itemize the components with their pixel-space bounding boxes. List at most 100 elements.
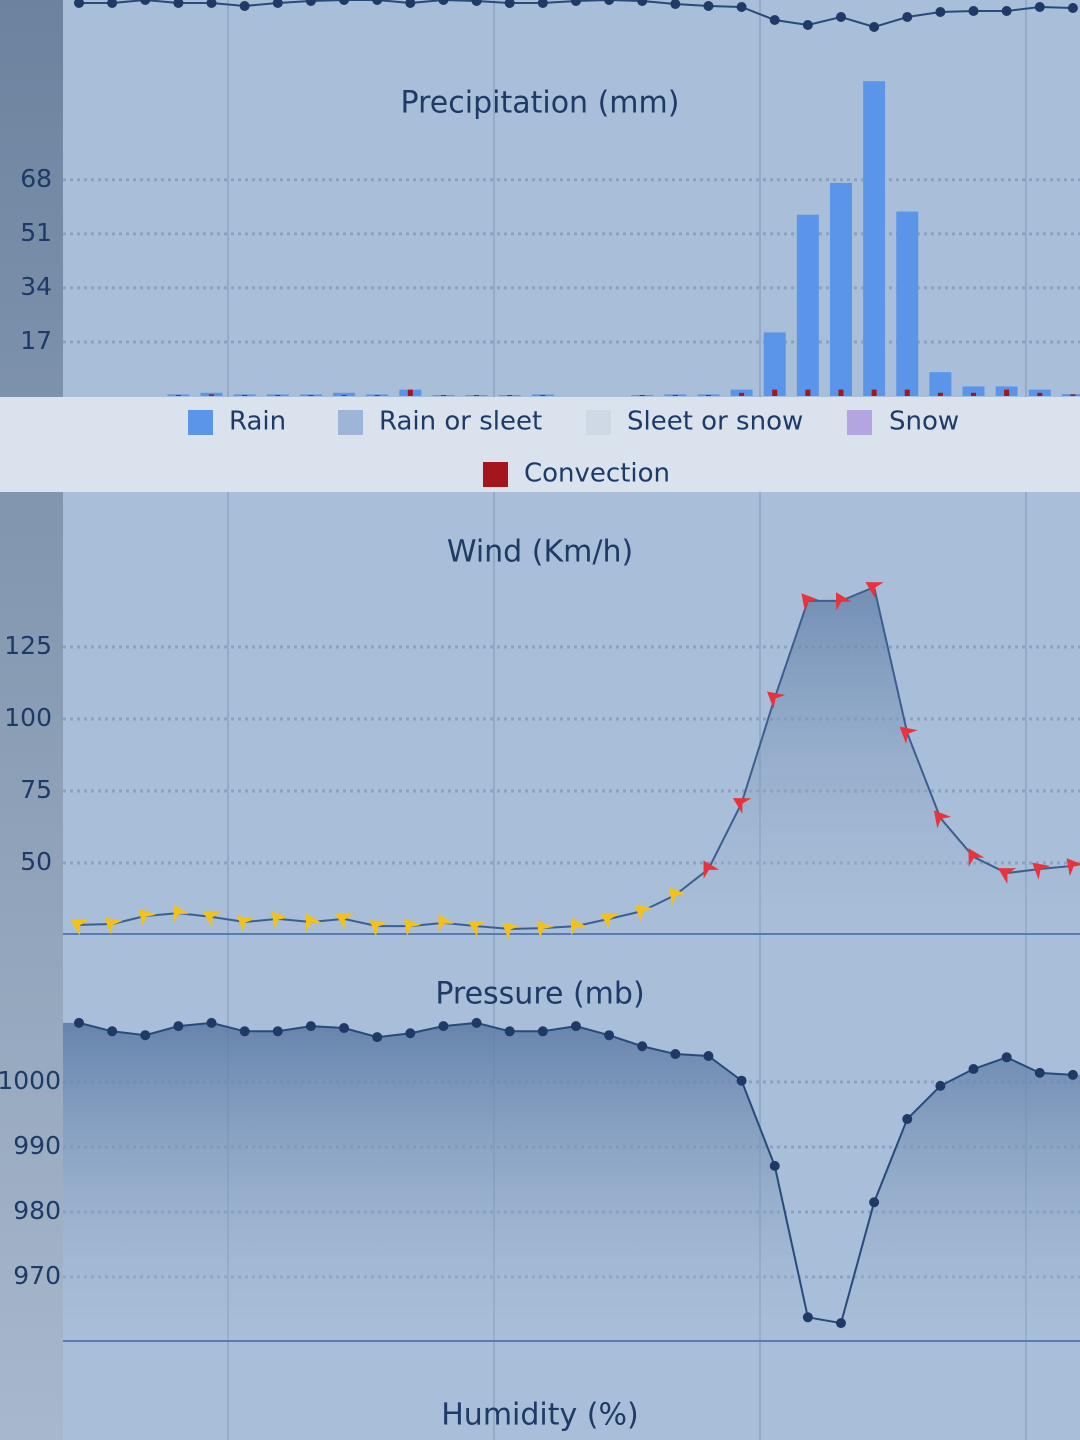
bar [209, 394, 215, 396]
wind-marker [600, 913, 619, 930]
wind-marker [70, 919, 89, 936]
wind-marker [968, 848, 985, 867]
bar [507, 395, 513, 396]
point [339, 1023, 350, 1034]
point [604, 1030, 615, 1041]
bar [1004, 389, 1010, 396]
bar [407, 389, 413, 396]
point [537, 1026, 548, 1037]
wind-marker [1032, 862, 1051, 880]
legend-swatch [188, 410, 213, 435]
point [570, 0, 581, 6]
bar [1070, 394, 1076, 396]
wind-marker [438, 914, 455, 933]
point [1067, 1069, 1078, 1080]
wind-marker [202, 911, 222, 928]
bar [1037, 392, 1043, 396]
y-tick-label: 990 [13, 1131, 61, 1160]
point [736, 2, 747, 12]
bar [275, 395, 281, 396]
legend-band [0, 397, 1080, 492]
y-tick-label: 50 [20, 847, 52, 876]
y-tick-label: 980 [13, 1196, 61, 1225]
wind-marker [467, 921, 487, 937]
point [405, 0, 416, 8]
y-tick-label: 970 [13, 1261, 61, 1290]
point [471, 1017, 482, 1028]
point [902, 1114, 913, 1125]
wind-marker [835, 592, 852, 611]
point [835, 12, 846, 22]
point [372, 1032, 383, 1043]
point [604, 0, 615, 5]
bar [308, 395, 314, 396]
point [869, 1197, 880, 1208]
bar [929, 372, 952, 396]
point [140, 1030, 151, 1041]
point [968, 6, 979, 16]
point [935, 1080, 946, 1091]
point [802, 1312, 813, 1323]
point [372, 0, 383, 5]
y-tick-label: 75 [20, 775, 52, 804]
area [63, 587, 1080, 935]
bar [772, 389, 778, 396]
point [504, 0, 515, 8]
y-tick-label: 125 [4, 631, 52, 660]
axis-strip [0, 0, 63, 1440]
point [206, 0, 217, 8]
point [173, 1021, 184, 1032]
wind-marker [668, 887, 687, 906]
point [637, 0, 648, 6]
legend-label: Snow [889, 407, 959, 437]
y-tick-label: 68 [20, 164, 52, 193]
bar [374, 395, 380, 396]
area [63, 1022, 1080, 1342]
legend-swatch [483, 462, 508, 487]
bar [242, 395, 248, 396]
bar [672, 395, 678, 396]
wind-marker [634, 904, 653, 922]
bar [838, 389, 844, 396]
bar [937, 392, 943, 396]
wind-marker [305, 913, 322, 932]
wind-marker [703, 860, 720, 879]
bar [440, 395, 446, 396]
point [305, 1021, 316, 1032]
y-tick-label: 17 [20, 326, 52, 355]
legend-label: Sleet or snow [627, 407, 803, 437]
wind-marker [1066, 858, 1080, 877]
point [537, 0, 548, 8]
point [504, 1026, 515, 1037]
wind-marker [536, 920, 554, 939]
bar [763, 332, 786, 396]
wind-marker [801, 593, 819, 612]
bar [896, 211, 919, 396]
legend-label: Convection [524, 459, 670, 489]
wind-marker [899, 726, 918, 744]
point [74, 0, 84, 8]
point [1067, 3, 1078, 13]
wind-marker [865, 582, 884, 598]
bar [333, 392, 356, 396]
wind-marker [369, 919, 388, 937]
point [305, 0, 316, 6]
point [173, 0, 184, 8]
point [1034, 1067, 1045, 1078]
bar [474, 395, 480, 396]
point [239, 1026, 250, 1037]
point [968, 1064, 979, 1074]
wind-marker [104, 917, 123, 935]
bar [805, 389, 811, 396]
point [1001, 1052, 1012, 1063]
legend-label: Rain or sleet [379, 407, 542, 437]
point [405, 1028, 416, 1039]
bar [739, 392, 745, 396]
bar [175, 395, 181, 396]
wind-marker [403, 918, 422, 937]
point [869, 22, 880, 32]
wind-marker [138, 908, 157, 927]
y-tick-label: 51 [20, 218, 52, 247]
bar [639, 395, 645, 396]
